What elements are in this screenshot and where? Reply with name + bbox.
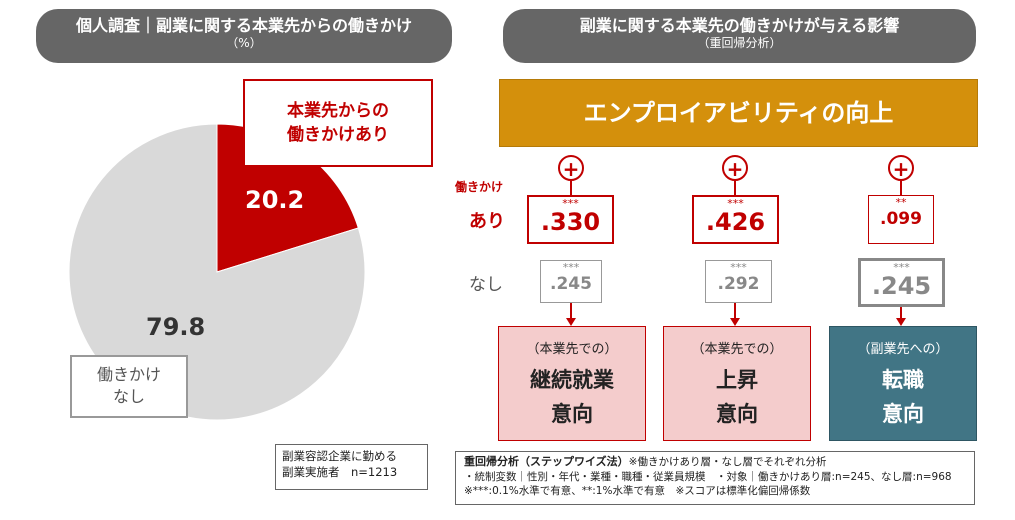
significance-stars: *** — [562, 197, 579, 210]
arrow-down-icon — [730, 318, 740, 326]
outcome-jobchange: （副業先への） 転職 意向 — [829, 326, 977, 441]
coef-no-jobchange: *** .245 — [858, 258, 945, 307]
row-label-yes: あり — [469, 211, 505, 232]
connector-line — [570, 303, 572, 319]
coef-value: .245 — [871, 272, 932, 300]
pie-header: 個人調査｜副業に関する本業先からの働きかけ （%） — [36, 9, 452, 63]
plus-icon: + — [558, 155, 584, 181]
significance-stars: *** — [727, 197, 744, 210]
coef-yes-jobchange: ** .099 — [868, 195, 934, 244]
callout-no-line1: 働きかけ — [96, 365, 161, 384]
significance-stars: *** — [562, 261, 580, 274]
row-label-no: なし — [469, 275, 503, 295]
sample-note: 副業容認企業に勤める 副業実施者 n=1213 — [275, 444, 428, 490]
outcome-continuation: （本業先での） 継続就業 意向 — [498, 326, 646, 441]
outcome-sub: （副業先への） — [857, 342, 949, 357]
callout-no-line2: なし — [112, 387, 145, 406]
connector-line — [734, 303, 736, 319]
outcome-line2: 意向 — [551, 402, 593, 426]
pie-chart — [68, 123, 366, 421]
outcome-line2: 意向 — [882, 402, 924, 426]
coef-value: .099 — [880, 209, 922, 229]
method-title-suffix: ※働きかけあり層・なし層でそれぞれ分析 — [628, 456, 827, 468]
callout-yes-line1: 本業先からの — [287, 101, 389, 121]
outcome-promotion: （本業先での） 上昇 意向 — [663, 326, 811, 441]
coef-value: .245 — [550, 274, 592, 294]
connector-line — [734, 181, 736, 195]
plus-icon: + — [888, 155, 914, 181]
coef-yes-promotion: *** .426 — [692, 195, 779, 244]
pie-title: 個人調査｜副業に関する本業先からの働きかけ — [75, 16, 412, 35]
connector-line — [570, 181, 572, 195]
significance-stars: ** — [895, 196, 907, 209]
callout-with-encouragement: 本業先からの 働きかけあり — [243, 79, 433, 167]
connector-line — [900, 307, 902, 319]
callout-without-encouragement: 働きかけ なし — [70, 355, 188, 418]
arrow-down-icon — [896, 318, 906, 326]
connector-line — [900, 181, 902, 195]
row-group-title: 働きかけ — [455, 180, 504, 194]
outcome-line1: 転職 — [882, 368, 924, 392]
outcome-line1: 上昇 — [716, 368, 758, 392]
pie-unit: （%） — [226, 36, 262, 50]
significance-stars: *** — [730, 261, 747, 274]
regression-title: 副業に関する本業先の働きかけが与える影響 — [579, 16, 900, 35]
sample-note-line2: 副業実施者 n=1213 — [282, 465, 398, 479]
plus-icon: + — [722, 155, 748, 181]
method-title-line: 重回帰分析（ステップワイズ法）※働きかけあり層・なし層でそれぞれ分析 — [464, 455, 966, 470]
coef-value: .292 — [717, 274, 760, 294]
method-title: 重回帰分析（ステップワイズ法） — [464, 455, 629, 468]
outcome-sub: （本業先での） — [691, 342, 783, 357]
slice-value-no: 79.8 — [146, 313, 206, 341]
employability-bar: エンプロイアビリティの向上 — [499, 79, 978, 147]
coef-yes-continuation: *** .330 — [527, 195, 614, 244]
regression-header: 副業に関する本業先の働きかけが与える影響 （重回帰分析） — [503, 9, 976, 63]
outcome-line1: 継続就業 — [530, 368, 614, 392]
outcome-sub: （本業先での） — [526, 342, 618, 357]
coef-no-continuation: *** .245 — [540, 260, 602, 303]
coef-value: .330 — [540, 208, 601, 236]
method-controls: ・統制変数｜性別・年代・業種・職種・従業員規模 ・対象｜働きかけあり層:n=24… — [464, 470, 952, 483]
method-note: 重回帰分析（ステップワイズ法）※働きかけあり層・なし層でそれぞれ分析 ・統制変数… — [455, 451, 975, 505]
slice-value-yes: 20.2 — [245, 186, 305, 214]
coef-value: .426 — [705, 208, 766, 236]
callout-yes-line2: 働きかけあり — [287, 125, 389, 145]
sample-note-line1: 副業容認企業に勤める — [282, 449, 397, 463]
significance-stars: *** — [893, 261, 910, 274]
arrow-down-icon — [566, 318, 576, 326]
method-significance: ※***:0.1%水準で有意、**:1%水準で有意 ※スコアは標準化偏回帰係数 — [464, 485, 811, 497]
outcome-line2: 意向 — [716, 402, 758, 426]
coef-no-promotion: *** .292 — [705, 260, 772, 303]
regression-subtitle: （重回帰分析） — [697, 36, 782, 50]
